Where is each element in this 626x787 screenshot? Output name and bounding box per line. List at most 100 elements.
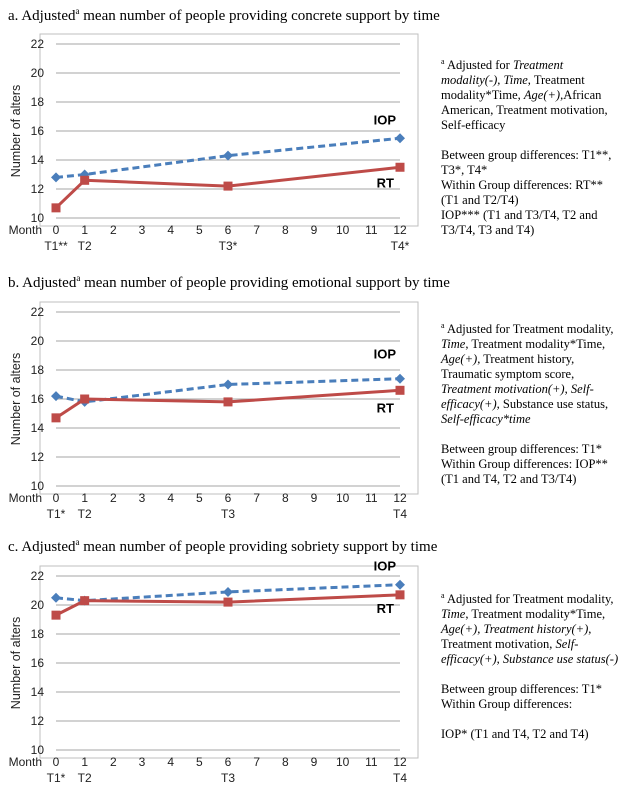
y-tick-label: 20 [31, 66, 45, 80]
x-tick-label: 8 [282, 223, 289, 237]
time-point-label: T4 [393, 507, 407, 521]
note-text: Treatment modality(-), Time [441, 58, 564, 88]
x-tick-label: 10 [336, 223, 350, 237]
panel-c-title-suffix: mean number of people providing sobriety… [79, 539, 438, 555]
note-text: IOP*** (T1 and T3/T4, T2 and T3/T4, T3 a… [441, 208, 598, 238]
panel-a-title-prefix: a. Adjusted [8, 8, 76, 24]
note-text: a [441, 57, 445, 66]
data-point-rt [395, 385, 405, 395]
time-point-label: T1* [47, 771, 66, 785]
x-tick-label: 3 [139, 223, 146, 237]
y-tick-label: 12 [31, 450, 45, 464]
x-tick-label: 0 [53, 491, 60, 505]
y-tick-label: 20 [31, 334, 45, 348]
time-point-label: T3 [221, 507, 235, 521]
x-tick-label: 6 [225, 223, 232, 237]
note-text: Self-efficacy(+), Substance use status(-… [441, 637, 619, 667]
note-line: a Adjusted for Treatment modality, Time,… [441, 318, 621, 427]
x-tick-label: 5 [196, 491, 203, 505]
data-point-iop [51, 391, 61, 402]
data-point-iop [51, 172, 61, 183]
note-text: Age(+), Treatment history(+) [441, 622, 589, 637]
x-axis-label: Month [9, 223, 42, 237]
x-tick-label: 4 [167, 223, 174, 237]
x-tick-label: 10 [336, 755, 350, 769]
note-line: a Adjusted for Treatment modality(-), Ti… [441, 54, 621, 133]
data-point-iop [395, 579, 405, 590]
panel-c-title-prefix: c. Adjusted [8, 539, 76, 555]
panel-a-title-suffix: mean number of people providing concrete… [79, 8, 440, 24]
plot-frame [39, 565, 419, 759]
x-tick-label: 1 [81, 491, 88, 505]
series-label-iop: IOP [374, 112, 397, 127]
data-point-iop [223, 150, 233, 161]
note-line: IOP* (T1 and T4, T2 and T4) [441, 727, 621, 742]
x-tick-label: 0 [53, 755, 60, 769]
note-text: , Treatment motivation, [441, 622, 592, 652]
y-tick-label: 16 [31, 124, 45, 138]
y-tick-label: 22 [31, 305, 45, 319]
note-text: Self-efficacy(+), [441, 382, 594, 412]
note-text: IOP* (T1 and T4, T2 and T4) [441, 727, 589, 742]
x-tick-label: 2 [110, 755, 117, 769]
note-text: African American, Treatment motivation, … [441, 88, 608, 133]
series-label-iop: IOP [374, 559, 397, 574]
time-point-label: T2 [78, 239, 92, 253]
note-text: Age(+), [441, 352, 481, 367]
x-axis-label: Month [9, 755, 42, 769]
y-tick-label: 14 [31, 685, 45, 699]
data-point-iop [395, 373, 405, 384]
series-label-rt: RT [377, 175, 394, 190]
series-label-rt: RT [377, 400, 394, 415]
data-point-rt [223, 397, 233, 407]
note-text: Within Group differences: IOP** (T1 and … [441, 457, 608, 487]
time-point-label: T1* [47, 507, 66, 521]
x-tick-label: 3 [139, 755, 146, 769]
note-line: Within Group differences: [441, 697, 621, 712]
x-tick-label: 6 [225, 755, 232, 769]
x-tick-label: 1 [81, 223, 88, 237]
panel-b-title: b. Adjusteda mean number of people provi… [8, 273, 450, 292]
data-point-rt [51, 413, 61, 423]
x-tick-label: 11 [365, 223, 378, 237]
panel-a-title: a. Adjusteda mean number of people provi… [8, 6, 440, 25]
data-point-iop [223, 586, 233, 597]
y-tick-label: 14 [31, 153, 45, 167]
note-spacer [441, 427, 621, 442]
x-tick-label: 5 [196, 755, 203, 769]
note-text: Between group differences: T1* [441, 682, 602, 697]
note-line: a Adjusted for Treatment modality, Time,… [441, 588, 621, 667]
note-text: Between group differences: T1* [441, 442, 602, 457]
x-tick-label: 1 [81, 755, 88, 769]
note-text: , [564, 382, 571, 397]
time-point-label: T2 [78, 507, 92, 521]
x-tick-label: 12 [393, 755, 407, 769]
x-tick-label: 2 [110, 223, 117, 237]
x-tick-label: 4 [167, 491, 174, 505]
y-tick-label: 20 [31, 598, 45, 612]
series-line-rt [55, 593, 401, 617]
note-spacer [441, 133, 621, 148]
note-text: Time [441, 337, 466, 352]
x-tick-label: 9 [311, 223, 318, 237]
note-text: Within Group differences: [441, 697, 573, 712]
plot-frame [39, 33, 419, 227]
y-axis-label: Number of alters [9, 353, 23, 445]
note-text: Self-efficacy*time [441, 412, 531, 427]
x-tick-label: 0 [53, 223, 60, 237]
x-tick-label: 2 [110, 491, 117, 505]
note-spacer [441, 667, 621, 682]
panel-a-note: a Adjusted for Treatment modality(-), Ti… [441, 54, 621, 238]
x-tick-label: 9 [311, 491, 318, 505]
panel-c-title: c. Adjusteda mean number of people provi… [8, 537, 437, 556]
note-text: a [441, 321, 445, 330]
x-tick-label: 3 [139, 491, 146, 505]
note-line: Between group differences: T1* [441, 442, 621, 457]
x-tick-label: 8 [282, 755, 289, 769]
note-text: Adjusted for [444, 58, 513, 73]
note-text: a [441, 591, 445, 600]
data-point-rt [80, 175, 90, 185]
data-point-rt [395, 590, 405, 600]
y-tick-label: 10 [31, 743, 45, 757]
